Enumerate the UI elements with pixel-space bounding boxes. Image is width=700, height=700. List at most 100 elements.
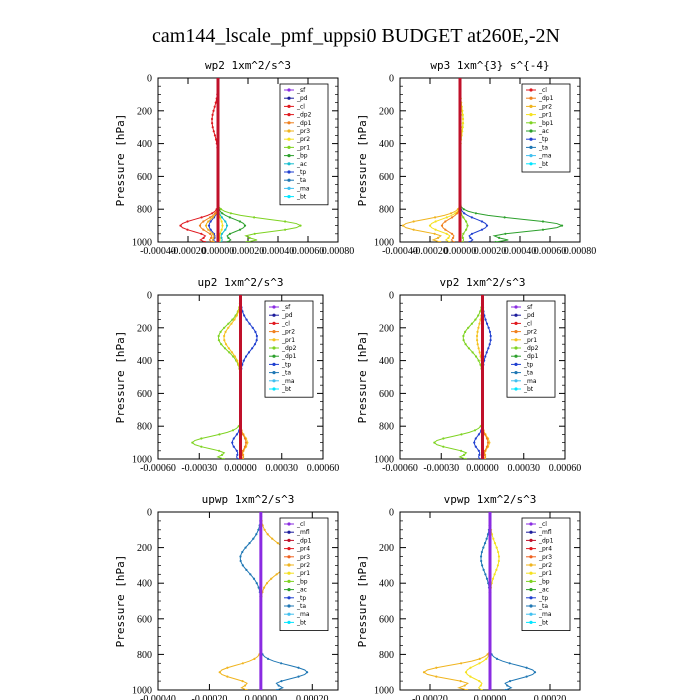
legend-marker (272, 313, 276, 317)
legend-label: _ac (296, 587, 307, 594)
chart-panel: vpwp 1xm^2/s^3 Pressure [hPa] 0 200 400 600 80… (356, 493, 581, 700)
series-marker (474, 355, 478, 358)
series-marker (211, 122, 214, 125)
legend-marker (529, 579, 533, 584)
series-marker (461, 117, 465, 121)
series-marker (485, 577, 489, 580)
x-tick-label: 0.00030 (266, 463, 299, 474)
series-marker (541, 228, 545, 231)
series-marker (465, 220, 468, 223)
series-marker (451, 236, 455, 239)
legend-label: _pr1 (538, 570, 552, 577)
legend-label: _sf (281, 304, 291, 311)
legend-marker (529, 129, 533, 133)
legend-marker (529, 104, 533, 108)
series-marker (253, 343, 257, 346)
legend-marker (287, 596, 291, 600)
legend-marker (514, 313, 518, 317)
series-marker (207, 228, 210, 231)
legend-marker (287, 178, 291, 182)
series-marker (241, 662, 244, 665)
legend-marker (287, 137, 291, 141)
series-marker (257, 586, 260, 589)
series-marker (247, 351, 251, 354)
series-marker (223, 347, 227, 350)
series-marker (460, 662, 463, 665)
series-marker (487, 347, 490, 350)
series-marker (243, 437, 247, 440)
series-marker (435, 675, 438, 678)
series-marker (486, 653, 489, 656)
x-tick-label: -0.00060 (382, 463, 418, 474)
series-marker (489, 339, 492, 342)
legend-label: _pr2 (296, 136, 310, 143)
series-marker (253, 232, 256, 235)
series-marker (483, 542, 487, 545)
legend-label: _cl (296, 521, 305, 528)
series-marker (220, 232, 224, 235)
legend-marker (287, 145, 291, 149)
legend-label: _pr3 (296, 554, 310, 561)
y-tick-label: 0 (389, 508, 394, 519)
series-marker (442, 437, 445, 440)
series-marker (412, 220, 415, 223)
series-marker (244, 441, 248, 444)
x-tick-label: -0.00040 (140, 246, 176, 257)
chart-panel: upwp 1xm^2/s^3 Pressure [hPa] 0 200 400 600 80… (114, 493, 339, 700)
series-marker (479, 684, 482, 687)
y-tick-label: 800 (137, 422, 152, 433)
x-tick-label: 0.00000 (474, 694, 507, 700)
series-marker (464, 330, 467, 333)
series-marker (220, 453, 224, 456)
panel-title: upwp 1xm^2/s^3 (202, 493, 295, 506)
series-marker (236, 457, 239, 459)
series-marker (487, 326, 490, 329)
legend-marker (529, 555, 533, 559)
y-tick-label: 1000 (374, 686, 394, 697)
series-marker (220, 236, 223, 239)
x-tick-label: 0.00020 (534, 694, 567, 700)
legend-label: _bt (538, 619, 549, 626)
series-marker (224, 220, 227, 223)
series-marker (230, 351, 234, 354)
series-marker (245, 318, 248, 321)
series-marker (465, 688, 469, 690)
series-marker (466, 224, 469, 227)
series-marker (448, 240, 451, 242)
series-marker (476, 339, 479, 342)
series-marker (485, 537, 488, 540)
series-marker (485, 445, 489, 448)
legend-label: _mfl (538, 529, 552, 536)
series-marker (486, 441, 490, 444)
series-marker (241, 564, 244, 567)
series-marker (440, 224, 444, 227)
series-marker (462, 453, 466, 456)
y-tick-label: 200 (137, 323, 152, 334)
x-tick-label: 0.00030 (508, 463, 541, 474)
series-marker (211, 126, 214, 129)
x-tick-label: -0.00020 (192, 694, 228, 700)
panel-title: vp2 1xm^2/s^3 (439, 276, 525, 289)
legend-marker (287, 113, 291, 117)
legend-marker (529, 588, 533, 592)
x-tick-label: -0.00020 (412, 246, 448, 257)
legend-marker (287, 620, 291, 625)
series-marker (217, 449, 221, 452)
legend-marker (514, 346, 518, 350)
series-marker (207, 220, 210, 223)
legend-marker (529, 530, 533, 534)
legend-label: _cl (281, 320, 290, 327)
legend-marker (287, 522, 291, 526)
panel-title: wp3 1xm^{3} s^{-4} (430, 59, 549, 72)
legend: _sf_pd_cl _pr2_pr1_dp2_dp1_tp _ta_ma_bt (264, 300, 314, 398)
series-marker (241, 433, 245, 436)
series-marker (459, 680, 462, 683)
legend-marker (272, 371, 276, 375)
legend-marker (287, 538, 291, 543)
legend-label: _tp (281, 361, 291, 368)
y-tick-label: 0 (147, 291, 152, 302)
y-tick-label: 0 (147, 508, 152, 519)
series-marker (496, 564, 499, 567)
series-marker (485, 437, 489, 440)
series-marker (465, 228, 468, 231)
